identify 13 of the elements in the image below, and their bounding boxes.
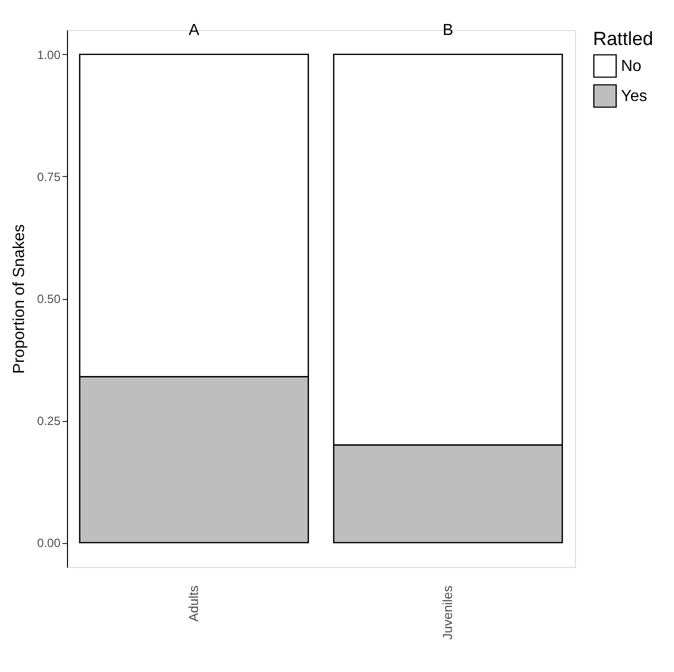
annotation: A (188, 22, 200, 39)
y-tick-label: 0.75 (37, 170, 61, 184)
y-tick-label: 1.00 (37, 48, 61, 62)
y-axis-title: Proportion of Snakes (11, 224, 28, 374)
x-tick-label: Juveniles (440, 585, 455, 640)
x-tick-label: Adults (186, 585, 201, 622)
annotation: B (442, 22, 454, 39)
legend-title: Rattled (593, 29, 654, 50)
y-tick-label: 0.00 (37, 536, 61, 550)
y-tick-label: 0.50 (37, 292, 61, 306)
legend-label: No (621, 58, 642, 75)
y-tick-label: 0.25 (37, 414, 61, 428)
legend-label: Yes (621, 88, 648, 105)
